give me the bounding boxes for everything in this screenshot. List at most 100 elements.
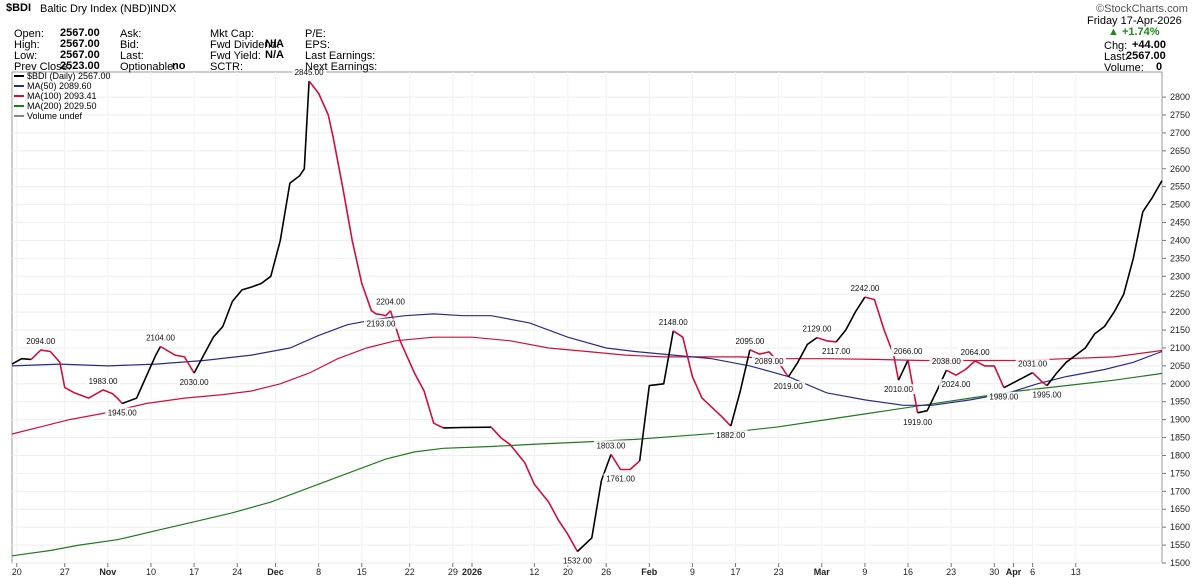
y-tick-label: 2000 bbox=[1170, 379, 1190, 389]
price-segment bbox=[730, 349, 751, 427]
data-label-bg bbox=[847, 283, 882, 294]
y-tick-label: 2150 bbox=[1170, 325, 1190, 335]
x-tick-label: 6 bbox=[1030, 567, 1035, 577]
x-tick-label: 29 bbox=[448, 567, 458, 577]
x-tick-label: 12 bbox=[529, 567, 539, 577]
data-label: 2204.00 bbox=[376, 298, 405, 307]
price-segment bbox=[610, 453, 641, 471]
y-tick-label: 2100 bbox=[1170, 343, 1190, 353]
x-tick-label: 13 bbox=[1071, 567, 1081, 577]
data-label: 2148.00 bbox=[659, 318, 688, 327]
legend-entry: MA(100) 2093.41 bbox=[14, 91, 111, 101]
x-tick-label: 2026 bbox=[462, 567, 482, 577]
price-segment bbox=[638, 330, 675, 462]
price-segment bbox=[835, 296, 866, 343]
quote-fundamental-label: SCTR: bbox=[210, 61, 243, 73]
data-label-bg bbox=[713, 430, 748, 441]
legend-label: Volume undef bbox=[27, 111, 83, 121]
data-label: 2117.00 bbox=[822, 347, 851, 356]
x-tick-label: 8 bbox=[316, 567, 321, 577]
quote-header: $BDI Baltic Dry Index (NBD) INDX ©StockC… bbox=[0, 0, 1200, 74]
data-label-bg bbox=[23, 336, 58, 347]
data-label-bg bbox=[800, 323, 834, 334]
data-label: 2064.00 bbox=[961, 348, 990, 357]
quote-stat-value: 2567.00 bbox=[60, 38, 100, 50]
data-label-bg bbox=[900, 416, 935, 427]
price-segment bbox=[193, 80, 310, 374]
data-label: 1989.00 bbox=[989, 393, 1018, 402]
y-tick-label: 2050 bbox=[1170, 361, 1190, 371]
x-tick-label: 30 bbox=[989, 567, 999, 577]
y-tick-label: 2450 bbox=[1170, 218, 1190, 228]
price-segment bbox=[1003, 371, 1033, 389]
volume-value: 0 bbox=[1156, 61, 1163, 73]
price-segment bbox=[30, 349, 123, 405]
y-tick-label: 2800 bbox=[1170, 92, 1190, 102]
x-tick-label: 17 bbox=[731, 567, 741, 577]
y-tick-label: 1650 bbox=[1170, 504, 1190, 514]
x-tick-label: Apr bbox=[1006, 567, 1022, 577]
price-segment bbox=[787, 336, 818, 378]
legend-label: MA(100) 2093.41 bbox=[27, 91, 97, 101]
quote-stat-label: Low: bbox=[14, 50, 38, 62]
chg-value: +44.00 bbox=[1132, 39, 1166, 51]
volume-label: Volume: bbox=[1104, 62, 1144, 74]
data-label: 2030.00 bbox=[180, 378, 209, 387]
legend-entry: MA(50) 2089.60 bbox=[14, 81, 111, 91]
data-label: 2066.00 bbox=[894, 347, 923, 356]
data-label-bg bbox=[819, 345, 854, 356]
price-segment bbox=[1046, 180, 1163, 387]
legend-entry: $BDI (Daily) 2567.00 bbox=[14, 71, 111, 81]
data-label: 2242.00 bbox=[850, 284, 879, 293]
legend-swatch bbox=[14, 115, 24, 117]
data-label: 1761.00 bbox=[606, 474, 635, 483]
data-label: 1983.00 bbox=[89, 377, 118, 386]
legend-entry: Volume undef bbox=[14, 111, 111, 121]
data-label: 2089.00 bbox=[755, 357, 784, 366]
data-label-bg bbox=[177, 377, 212, 388]
data-label: 1803.00 bbox=[596, 441, 625, 450]
x-tick-label: 23 bbox=[946, 567, 956, 577]
data-label: 2129.00 bbox=[803, 325, 832, 334]
data-label-bg bbox=[656, 316, 691, 327]
y-tick-label: 2600 bbox=[1170, 164, 1190, 174]
data-label-bg bbox=[1030, 389, 1064, 400]
price-segment bbox=[917, 369, 948, 414]
data-label: 1919.00 bbox=[903, 418, 932, 427]
price-segment bbox=[1032, 372, 1048, 387]
x-tick-label: Mar bbox=[814, 567, 831, 577]
legend-swatch bbox=[14, 85, 24, 87]
y-tick-label: 1550 bbox=[1170, 540, 1190, 550]
y-tick-label: 2650 bbox=[1170, 146, 1190, 156]
quote-trade-value: no bbox=[172, 60, 186, 72]
quote-trade-label: Optionable: bbox=[120, 61, 177, 73]
y-tick-label: 2200 bbox=[1170, 307, 1190, 317]
x-tick-label: 22 bbox=[405, 567, 415, 577]
quote-stat-label: High: bbox=[14, 39, 40, 51]
price-segment bbox=[897, 359, 909, 381]
y-tick-label: 1850 bbox=[1170, 433, 1190, 443]
y-tick-label: 1750 bbox=[1170, 468, 1190, 478]
data-label: 2095.00 bbox=[735, 337, 764, 346]
y-tick-label: 2250 bbox=[1170, 289, 1190, 299]
price-segment bbox=[443, 426, 492, 429]
data-label-bg bbox=[1015, 358, 1050, 369]
quote-stat-label: Prev Close: bbox=[14, 61, 71, 73]
quote-fundamental-value: N/A bbox=[265, 38, 284, 50]
quote-trade-label: Last: bbox=[120, 50, 144, 62]
symbol: $BDI bbox=[6, 2, 32, 14]
x-tick-label: 15 bbox=[357, 567, 367, 577]
quote-earnings-label: EPS: bbox=[305, 39, 331, 51]
x-tick-label: 17 bbox=[189, 567, 199, 577]
data-label: 2024.00 bbox=[941, 380, 970, 389]
y-tick-label: 2750 bbox=[1170, 110, 1190, 120]
chart-legend: $BDI (Daily) 2567.00 MA(50) 2089.60 MA(100… bbox=[14, 71, 111, 121]
quote-fundamental-label: Fwd Yield: bbox=[210, 50, 261, 62]
quote-fundamental-value: N/A bbox=[265, 49, 284, 61]
quote-stat-value: 2567.00 bbox=[60, 27, 100, 39]
y-tick-label: 2700 bbox=[1170, 128, 1190, 138]
exchange: INDX bbox=[150, 3, 177, 15]
legend-label: MA(200) 2029.50 bbox=[27, 101, 97, 111]
x-tick-label: 26 bbox=[601, 567, 611, 577]
data-label-bg bbox=[752, 355, 787, 366]
